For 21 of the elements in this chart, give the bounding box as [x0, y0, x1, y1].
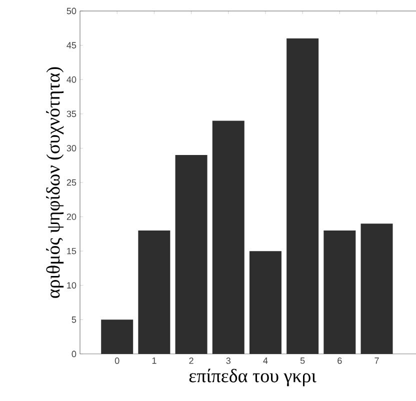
y-tick-label: 25	[66, 179, 76, 186]
y-tick-label: 0	[72, 350, 76, 358]
y-axis-title: αριθμός ψηφίδων (συχνότητα)	[46, 67, 64, 298]
y-tick-label: 5	[72, 316, 76, 323]
x-tick-label: 4	[263, 358, 268, 364]
y-tick-label: 45	[66, 42, 76, 48]
x-tick-label: 7	[374, 358, 379, 364]
x-tick-label: 2	[189, 358, 194, 364]
y-tick-label: 30	[66, 145, 76, 152]
x-tick-label: 1	[152, 358, 156, 364]
y-tick-label: 15	[67, 248, 76, 254]
x-tick-label: 5	[300, 358, 305, 364]
y-tick-label: 40	[66, 76, 76, 83]
y-tick-label: 35	[66, 110, 76, 118]
y-tick-label: 10	[67, 282, 76, 289]
x-tick-label: 3	[226, 358, 230, 364]
x-tick-label: 0	[114, 358, 120, 364]
x-tick-label: 6	[338, 358, 342, 364]
y-tick-label: 50	[66, 8, 76, 14]
x-axis-title: επίπεδα του γκρι	[189, 368, 316, 386]
y-tick-label: 20	[66, 214, 76, 220]
